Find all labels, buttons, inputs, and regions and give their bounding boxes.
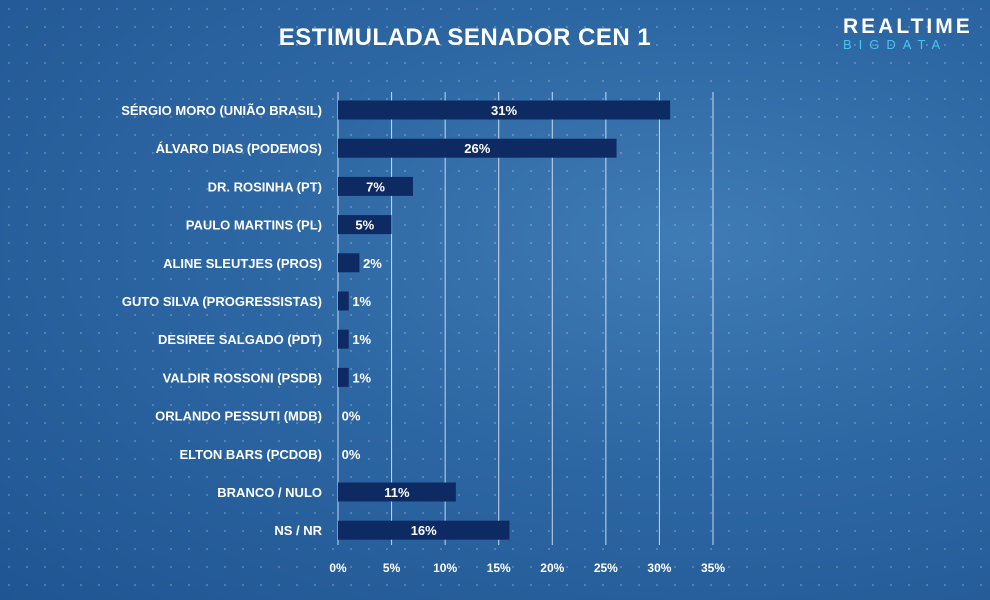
category-label: DESIREE SALGADO (PDT) — [158, 332, 322, 347]
bar — [338, 520, 510, 540]
data-label: 31% — [491, 103, 517, 118]
category-label: VALDIR ROSSONI (PSDB) — [163, 370, 322, 385]
data-label: 7% — [366, 179, 385, 194]
chart-title: ESTIMULADA SENADOR CEN 1 — [278, 24, 652, 51]
bar — [338, 291, 349, 311]
realtime-bigdata-logo: REALTIME BIGDATA — [843, 15, 973, 52]
category-label: ÁLVARO DIAS (PODEMOS) — [156, 141, 322, 156]
x-tick-label: 35% — [701, 561, 725, 575]
category-label: GUTO SILVA (PROGRESSISTAS) — [122, 294, 322, 309]
bar — [338, 215, 392, 235]
data-label: 2% — [363, 256, 382, 271]
data-label: 0% — [342, 409, 361, 424]
x-tick-label: 20% — [540, 561, 564, 575]
x-tick-label: 30% — [647, 561, 671, 575]
data-label: 1% — [352, 294, 371, 309]
category-label: NS / NR — [274, 523, 322, 538]
bar — [338, 253, 360, 273]
data-label: 16% — [411, 523, 437, 538]
bar — [338, 482, 456, 502]
logo-line-1: REALTIME — [843, 15, 973, 38]
category-label: ORLANDO PESSUTI (MDB) — [155, 409, 322, 424]
bar — [338, 100, 671, 120]
category-label: BRANCO / NULO — [217, 485, 322, 500]
data-label: 11% — [384, 485, 410, 500]
data-label: 5% — [355, 218, 374, 233]
x-tick-label: 15% — [487, 561, 511, 575]
category-label: SÉRGIO MORO (UNIÃO BRASIL) — [121, 103, 322, 118]
logo-line-2: BIGDATA — [843, 37, 948, 52]
x-tick-label: 25% — [594, 561, 618, 575]
category-label: ALINE SLEUTJES (PROS) — [163, 256, 322, 271]
x-tick-label: 0% — [329, 561, 347, 575]
bar — [338, 138, 617, 158]
bar — [338, 329, 349, 349]
bar — [338, 367, 349, 387]
data-label: 1% — [352, 370, 371, 385]
x-tick-label: 5% — [383, 561, 401, 575]
category-label: DR. ROSINHA (PT) — [208, 179, 322, 194]
x-tick-label: 10% — [433, 561, 457, 575]
data-label: 26% — [464, 141, 490, 156]
data-label: 1% — [352, 332, 371, 347]
data-label: 0% — [342, 447, 361, 462]
category-label: PAULO MARTINS (PL) — [186, 218, 322, 233]
bar — [338, 176, 413, 196]
category-label: ELTON BARS (PCDOB) — [179, 447, 322, 462]
